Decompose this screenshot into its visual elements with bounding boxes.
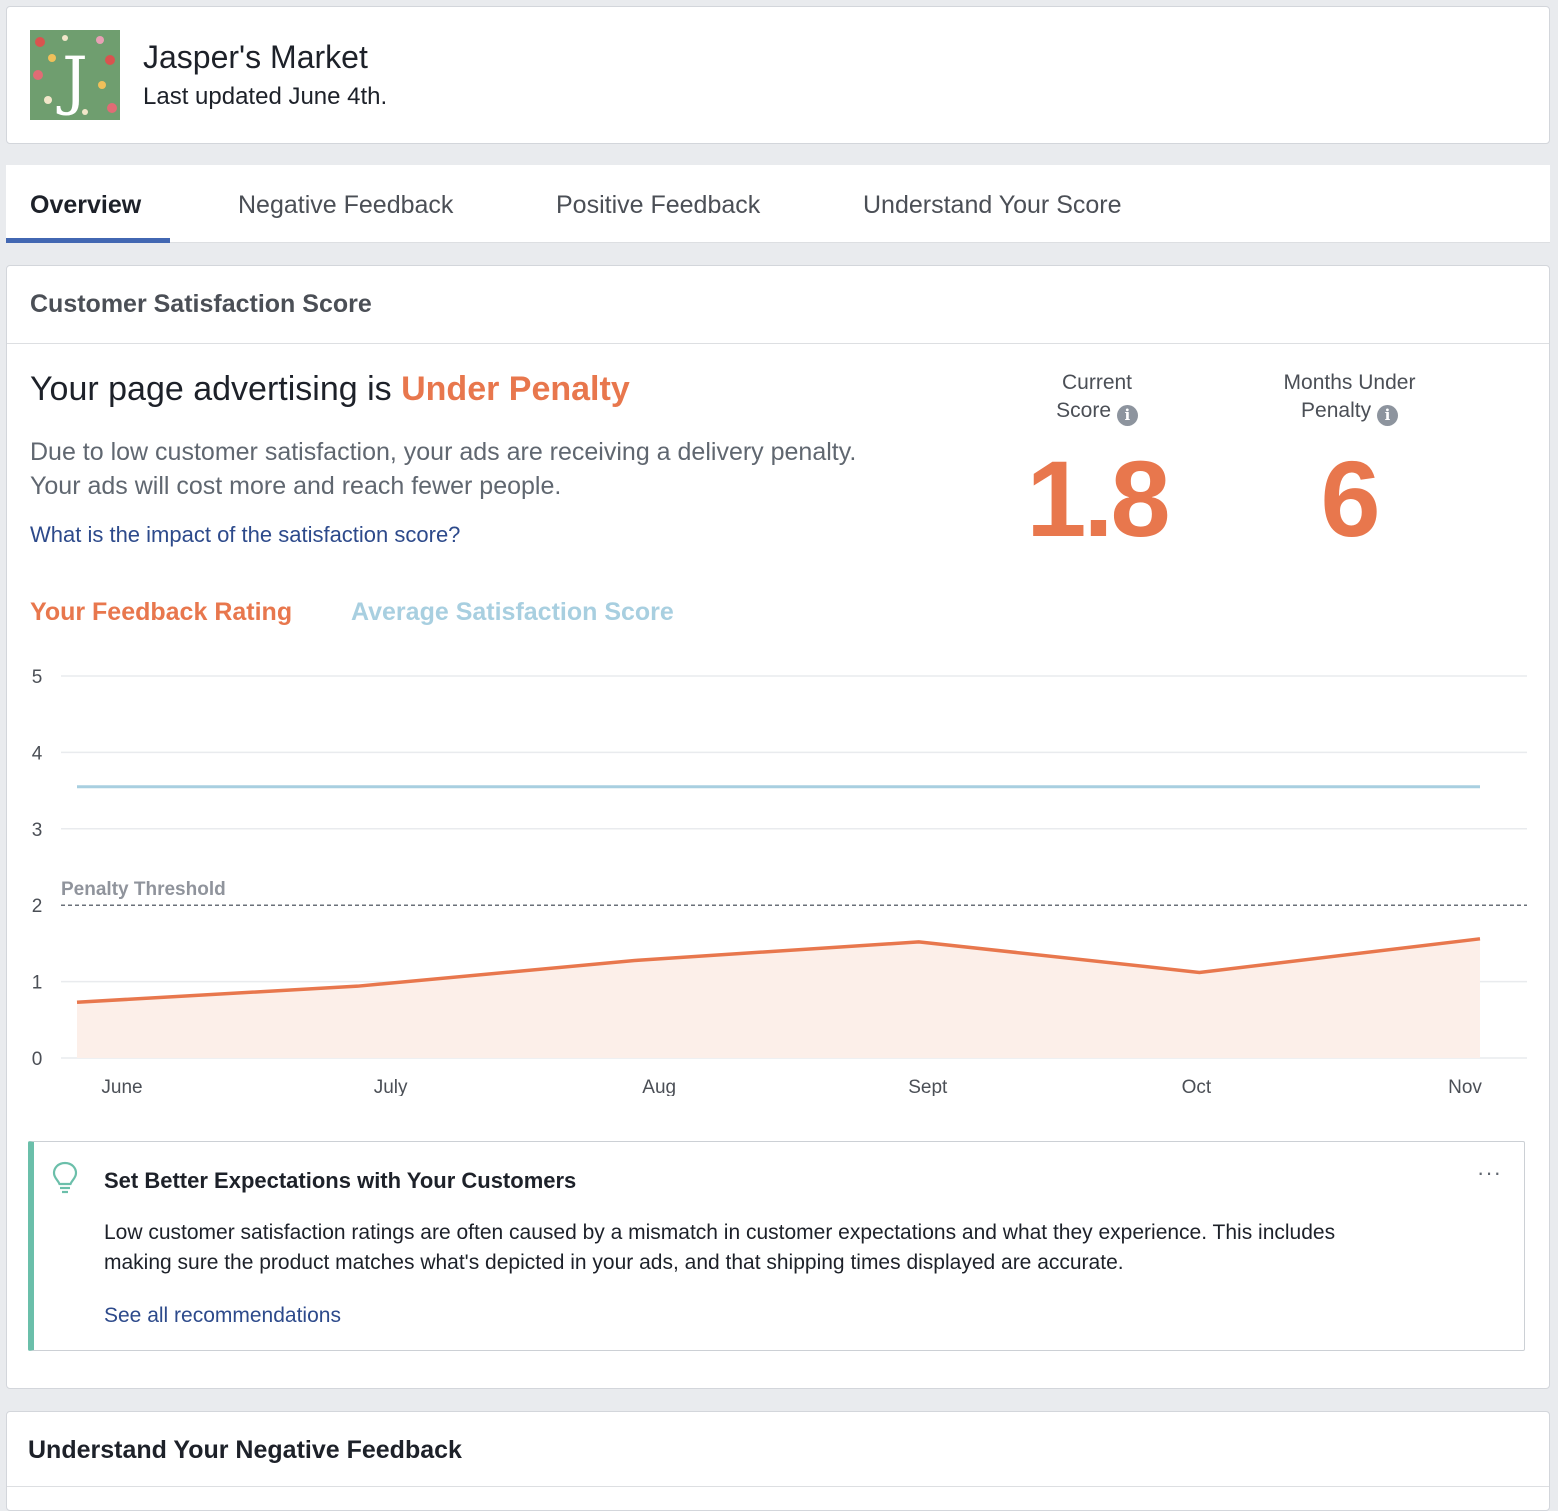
active-tab-indicator: [6, 238, 170, 243]
recommendation-tip: Set Better Expectations with Your Custom…: [28, 1141, 1525, 1351]
tab-negative-feedback[interactable]: Negative Feedback: [238, 191, 454, 219]
lightbulb-icon: [52, 1161, 78, 1194]
x-tick-label: June: [101, 1077, 142, 1096]
penalty-description: Due to low customer satisfaction, your a…: [30, 438, 857, 466]
months-label-2: Penalty: [1301, 399, 1372, 422]
tab-understand-your-score[interactable]: Understand Your Score: [863, 191, 1122, 219]
y-tick-label: 0: [32, 1049, 43, 1070]
x-tick-label: Aug: [642, 1077, 676, 1096]
penalty-threshold: Penalty Threshold: [61, 879, 1527, 906]
feedback-rating-line: [76, 937, 1481, 1004]
x-tick-label: Nov: [1448, 1077, 1482, 1096]
impact-link[interactable]: What is the impact of the satisfaction s…: [30, 522, 461, 547]
months-under-penalty-label: Months Under Penalty i: [1257, 369, 1442, 426]
page-header-card: J Jasper's Market Last updated June 4th.: [6, 6, 1550, 144]
card-divider: [7, 1486, 1549, 1487]
x-tick-label: Oct: [1182, 1077, 1212, 1096]
tip-body: Low customer satisfaction ratings are of…: [104, 1221, 1336, 1244]
card-divider: [7, 343, 1549, 344]
months-label-1: Months Under: [1283, 371, 1416, 394]
y-axis-ticks: 0 1 2 3 4 5: [32, 667, 43, 1070]
info-icon[interactable]: i: [1376, 405, 1398, 426]
page-name[interactable]: Jasper's Market: [143, 39, 368, 75]
tip-title: Set Better Expectations with Your Custom…: [104, 1168, 577, 1193]
x-tick-label: July: [374, 1077, 408, 1096]
more-options-icon[interactable]: ···: [1477, 1160, 1502, 1185]
y-tick-label: 1: [32, 973, 43, 994]
tab-overview[interactable]: Overview: [30, 191, 142, 219]
y-tick-label: 3: [32, 820, 43, 841]
avatar-image: J: [30, 30, 120, 120]
negative-feedback-card: Understand Your Negative Feedback: [6, 1411, 1550, 1511]
y-tick-label: 2: [32, 896, 43, 917]
tab-positive-feedback[interactable]: Positive Feedback: [556, 191, 761, 219]
avatar-letter: J: [56, 44, 88, 118]
info-icon[interactable]: i: [1116, 405, 1138, 426]
current-score-label-2: Score: [1056, 399, 1111, 422]
satisfaction-score-card: Customer Satisfaction Score Your page ad…: [6, 265, 1550, 1389]
current-score-label-1: Current: [1061, 371, 1133, 394]
y-tick-label: 5: [32, 667, 43, 688]
penalty-status-line: Your page advertising is Under Penalty: [30, 370, 630, 409]
penalty-description-2: Your ads will cost more and reach fewer …: [30, 472, 562, 500]
series-lines: [76, 785, 1481, 1004]
legend-feedback-rating[interactable]: Your Feedback Rating: [30, 598, 293, 626]
tip-body-2: making sure the product matches what's d…: [104, 1251, 1124, 1274]
see-all-recommendations-link[interactable]: See all recommendations: [104, 1304, 341, 1327]
status-value: Under Penalty: [401, 370, 630, 408]
x-tick-label: Sept: [908, 1077, 948, 1096]
current-score-label: Current Score i: [1017, 369, 1177, 426]
rating-area: [77, 938, 1480, 1058]
y-tick-label: 4: [32, 743, 43, 764]
card-title: Customer Satisfaction Score: [30, 290, 372, 318]
legend-average-score[interactable]: Average Satisfaction Score: [351, 598, 674, 626]
status-prefix: Your page advertising is: [30, 370, 402, 408]
x-axis-ticks: June July Aug Sept Oct Nov: [101, 1077, 1482, 1096]
months-under-penalty-value: 6: [1320, 438, 1380, 559]
threshold-label: Penalty Threshold: [61, 879, 226, 900]
current-score-value: 1.8: [1026, 438, 1170, 559]
rating-area-fill: [77, 938, 1480, 1058]
feedback-line-chart: 0 1 2 3 4 5 Penalty Threshold June July Aug Sept…: [32, 667, 1527, 1096]
page-avatar[interactable]: J: [30, 30, 120, 120]
negative-feedback-title: Understand Your Negative Feedback: [28, 1436, 462, 1464]
last-updated-text: Last updated June 4th.: [143, 83, 388, 110]
tab-bar: Overview Negative Feedback Positive Feed…: [6, 165, 1550, 243]
